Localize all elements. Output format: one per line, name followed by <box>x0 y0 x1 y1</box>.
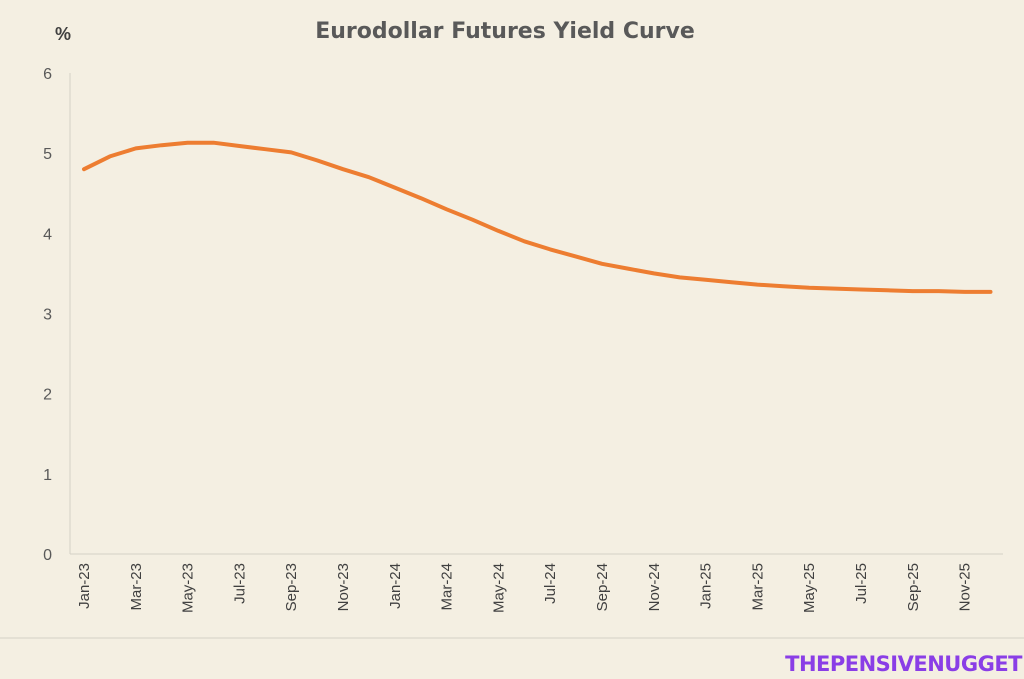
x-tick-label: Jul-23 <box>231 563 248 604</box>
x-axis-ticks: Jan-23 Mar-23 May-23 Jul-23 Sep-23 Nov-23 Jan-… <box>76 563 974 613</box>
x-tick-label: Nov-23 <box>335 563 352 611</box>
x-tick-label: Jan-25 <box>698 563 715 609</box>
y-tick-label: 3 <box>43 307 52 324</box>
x-tick-label: May-23 <box>180 563 197 613</box>
y-tick-label: 1 <box>43 467 52 484</box>
watermark-logo: THEPENSIVENUGGET <box>785 652 1022 676</box>
y-tick-label: 2 <box>43 387 52 404</box>
x-tick-label: Mar-24 <box>439 563 456 611</box>
chart-title: Eurodollar Futures Yield Curve <box>315 19 695 44</box>
x-tick-label: Nov-25 <box>957 563 974 611</box>
x-tick-label: Mar-25 <box>749 563 766 611</box>
y-axis-unit-label: % <box>55 24 71 44</box>
x-tick-label: Sep-25 <box>905 563 922 611</box>
x-tick-label: Mar-23 <box>128 563 145 611</box>
x-tick-label: Jan-23 <box>76 563 93 609</box>
y-axis-ticks: 0 1 2 3 4 5 6 <box>43 66 52 564</box>
x-tick-label: Sep-24 <box>594 563 611 611</box>
x-tick-label: Jul-25 <box>853 563 870 604</box>
x-tick-label: Jan-24 <box>387 563 404 609</box>
x-tick-label: May-25 <box>801 563 818 613</box>
x-tick-label: Sep-23 <box>283 563 300 611</box>
x-tick-label: May-24 <box>490 563 507 613</box>
x-tick-label: Jul-24 <box>542 563 559 604</box>
y-tick-label: 4 <box>43 226 52 243</box>
x-tick-label: Nov-24 <box>646 563 663 611</box>
y-tick-label: 0 <box>43 547 52 564</box>
y-tick-label: 6 <box>43 66 52 83</box>
yield-curve-line <box>82 140 993 294</box>
y-tick-label: 5 <box>43 146 52 163</box>
